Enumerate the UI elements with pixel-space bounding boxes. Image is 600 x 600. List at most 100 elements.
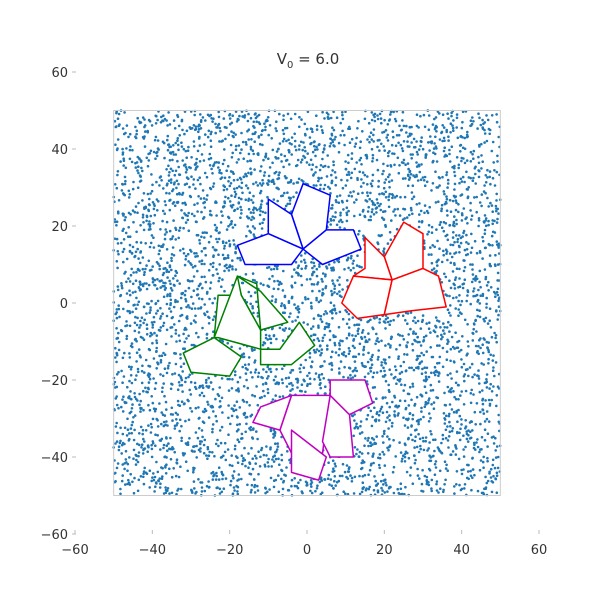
scatter-point (237, 202, 241, 205)
scatter-point (178, 134, 181, 137)
scatter-point (205, 337, 209, 340)
scatter-point (427, 327, 431, 331)
scatter-point (417, 432, 420, 436)
scatter-point (443, 326, 447, 329)
scatter-point (217, 478, 221, 481)
scatter-point (348, 141, 352, 144)
scatter-point (423, 184, 427, 187)
scatter-point (200, 429, 204, 432)
scatter-point (391, 470, 395, 474)
scatter-point (443, 332, 446, 335)
scatter-point (185, 129, 189, 133)
scatter-point (152, 315, 156, 319)
scatter-point (145, 327, 149, 331)
scatter-point (327, 473, 331, 477)
scatter-point (152, 407, 156, 411)
scatter-point (361, 481, 365, 485)
scatter-point (353, 145, 357, 148)
scatter-point (388, 437, 391, 441)
scatter-point (385, 401, 389, 405)
scatter-point (241, 462, 244, 466)
scatter-point (198, 238, 201, 242)
scatter-point (147, 283, 151, 287)
scatter-point (345, 464, 349, 467)
scatter-point (128, 456, 131, 459)
scatter-point (149, 192, 152, 195)
scatter-point (412, 330, 415, 334)
scatter-point (262, 158, 265, 162)
scatter-point (182, 147, 186, 151)
scatter-point (121, 474, 124, 477)
scatter-point (162, 119, 165, 123)
scatter-point (124, 483, 127, 486)
scatter-point (122, 395, 125, 399)
scatter-point (161, 219, 164, 223)
scatter-point (249, 172, 253, 176)
scatter-point (151, 183, 154, 187)
scatter-point (135, 360, 138, 363)
scatter-point (465, 159, 469, 162)
scatter-point (461, 286, 465, 290)
scatter-point (288, 181, 291, 184)
scatter-point (143, 466, 146, 470)
scatter-point (255, 457, 258, 460)
scatter-point (383, 464, 387, 467)
scatter-point (378, 112, 382, 116)
scatter-point (171, 419, 174, 422)
scatter-point (177, 475, 181, 479)
scatter-point (327, 323, 331, 326)
scatter-point (320, 479, 324, 482)
scatter-point (496, 318, 500, 321)
scatter-point (251, 306, 254, 310)
scatter-point (363, 117, 367, 121)
scatter-point (191, 491, 194, 494)
scatter-point (451, 270, 455, 273)
scatter-point (142, 470, 146, 473)
scatter-point (353, 446, 357, 449)
scatter-point (269, 367, 272, 371)
scatter-point (298, 367, 302, 370)
scatter-point (178, 226, 182, 230)
scatter-point (280, 378, 284, 381)
scatter-point (414, 321, 418, 325)
scatter-point (330, 484, 334, 488)
scatter-point (274, 457, 278, 461)
scatter-point (400, 492, 404, 496)
scatter-point (391, 196, 394, 200)
scatter-point (277, 287, 280, 291)
scatter-point (171, 150, 175, 154)
scatter-point (235, 161, 239, 164)
scatter-point (130, 431, 133, 435)
scatter-point (368, 135, 371, 138)
scatter-point (131, 245, 135, 249)
scatter-point (396, 378, 400, 382)
scatter-point (410, 366, 414, 370)
scatter-point (276, 279, 280, 283)
scatter-point (120, 189, 124, 192)
scatter-point (133, 210, 137, 214)
scatter-point (303, 252, 307, 255)
scatter-point (378, 466, 382, 470)
scatter-point (280, 282, 283, 286)
scatter-point (446, 178, 450, 182)
scatter-point (302, 180, 305, 183)
scatter-point (251, 393, 254, 397)
scatter-point (237, 428, 240, 431)
scatter-point (120, 286, 124, 290)
scatter-point (403, 217, 407, 220)
scatter-point (247, 138, 250, 141)
scatter-point (209, 132, 213, 136)
scatter-point (360, 490, 364, 494)
scatter-point (419, 447, 423, 451)
scatter-point (383, 361, 387, 364)
scatter-point (366, 138, 369, 141)
scatter-point (175, 271, 179, 275)
scatter-point (274, 127, 278, 130)
scatter-point (153, 409, 157, 413)
scatter-point (207, 129, 211, 133)
scatter-point (329, 137, 332, 140)
scatter-point (272, 180, 275, 184)
scatter-point (189, 393, 193, 396)
scatter-point (423, 366, 427, 370)
scatter-point (404, 369, 408, 373)
